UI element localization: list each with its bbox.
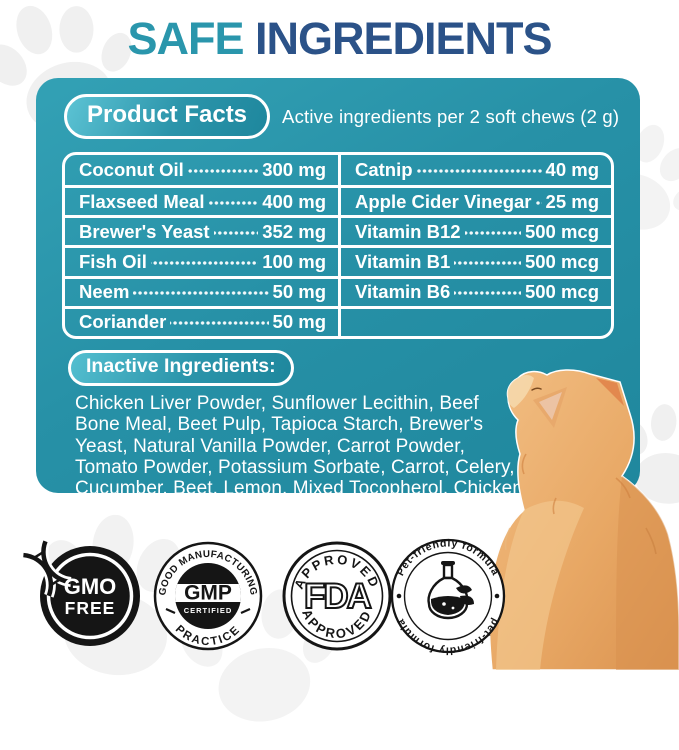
dotted-leader (170, 321, 269, 326)
table-row: Vitamin B6 500 mcg (338, 275, 611, 306)
panel-header: Product Facts Active ingredients per 2 s… (36, 78, 640, 139)
gmp-certified-badge: GOOD MANUFACTURING PRACTICE GMP CERTIFIE… (152, 540, 264, 652)
table-row: Fish Oil 100 mg (65, 245, 338, 275)
svg-text:GMO: GMO (64, 574, 117, 599)
active-ingredients-table: Coconut Oil 300 mg Catnip 40 mg Flaxseed M… (62, 152, 614, 339)
dotted-leader (454, 261, 521, 266)
dna-icon (22, 539, 72, 598)
svg-text:CERTIFIED: CERTIFIED (184, 606, 233, 615)
table-row: Vitamin B12 500 mcg (338, 215, 611, 246)
page-title: SAFE INGREDIENTS (0, 13, 679, 65)
dotted-leader (133, 291, 269, 296)
cat-photo (466, 358, 679, 671)
table-row: Neem 50 mg (65, 275, 338, 306)
serving-note: Active ingredients per 2 soft chews (2 g… (282, 105, 620, 127)
table-row: Brewer's Yeast 352 mg (65, 215, 338, 245)
flask-icon (427, 561, 474, 620)
dotted-leader (150, 261, 259, 266)
dotted-leader (187, 169, 259, 174)
svg-text:GMP: GMP (184, 582, 232, 605)
table-row: Catnip 40 mg (338, 155, 611, 186)
product-facts-panel: Product Facts Active ingredients per 2 s… (36, 78, 640, 520)
inactive-ingredients-pill: Inactive Ingredients: (68, 350, 294, 386)
dotted-leader (454, 291, 521, 296)
fda-logo: FDA (304, 577, 372, 616)
page-title-safe: SAFE (127, 13, 244, 64)
pet-friendly-badge: Pet-friendly formula pet-friendly formul… (386, 534, 510, 658)
dotted-leader (535, 200, 542, 205)
svg-text:FREE: FREE (65, 598, 116, 618)
table-row: Apple Cider Vinegar 25 mg (338, 185, 611, 216)
dotted-leader (464, 230, 521, 235)
table-row: Vitamin B1 500 mcg (338, 245, 611, 276)
dotted-leader (416, 169, 542, 174)
table-row: Flaxseed Meal 400 mg (65, 185, 338, 215)
page-title-ingredients: INGREDIENTS (255, 13, 553, 64)
table-row: Coconut Oil 300 mg (79, 159, 326, 181)
dotted-leader (208, 200, 259, 205)
table-row-empty (338, 305, 611, 336)
inactive-ingredients-text: Chicken Liver Powder, Sunflower Lecithin… (75, 393, 524, 521)
table-row: Coriander 50 mg (65, 305, 338, 336)
gmo-free-badge: GMO FREE (22, 534, 148, 656)
dotted-leader (213, 230, 259, 235)
fda-approved-badge: APPROVED APPROVED FDA (280, 539, 394, 653)
product-facts-pill: Product Facts (64, 94, 271, 139)
